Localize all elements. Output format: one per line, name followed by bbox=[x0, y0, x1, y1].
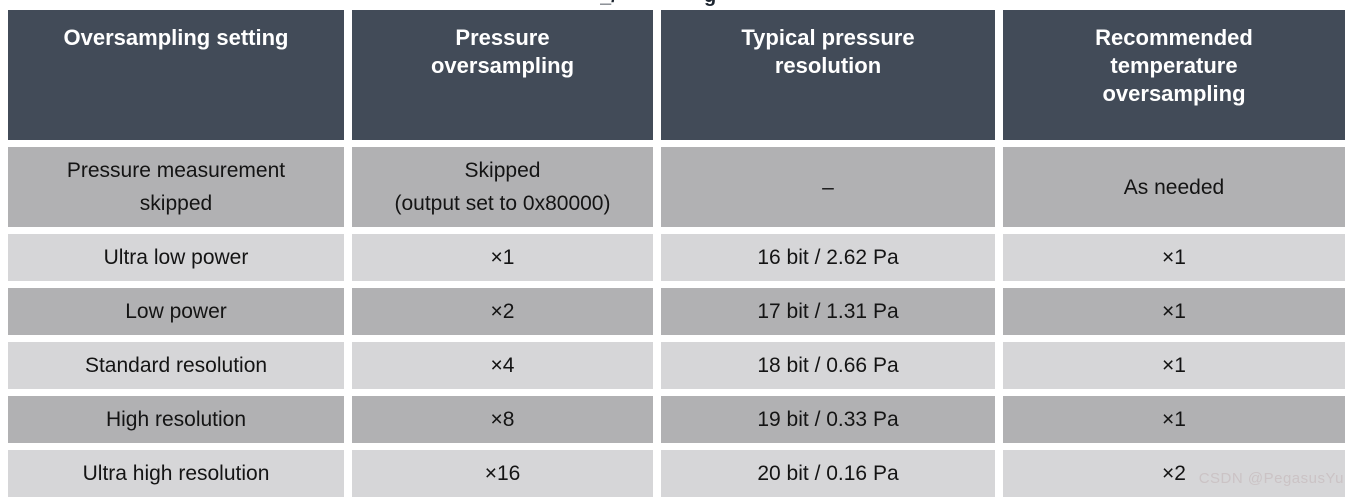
cropped-caption-fragment: g bbox=[704, 0, 720, 8]
table-cell: ×8 bbox=[352, 396, 653, 443]
table-cell: ×1 bbox=[1003, 396, 1345, 443]
csdn-watermark: CSDN @PegasusYu bbox=[1198, 470, 1344, 487]
table-cell: 20 bit / 0.16 Pa bbox=[661, 450, 995, 497]
oversampling-settings-table: Oversampling setting Pressure oversampli… bbox=[8, 10, 1345, 497]
table-cell: ×16 bbox=[352, 450, 653, 497]
table-cell: Ultra high resolution bbox=[8, 450, 344, 497]
table-cell: ×1 bbox=[1003, 288, 1345, 335]
table-cell: ×4 bbox=[352, 342, 653, 389]
table-cell: High resolution bbox=[8, 396, 344, 443]
table-cell: 17 bit / 1.31 Pa bbox=[661, 288, 995, 335]
cropped-caption-fragment: _/ bbox=[600, 0, 630, 8]
table-cell: Pressure measurement skipped bbox=[8, 147, 344, 227]
table-cell: – bbox=[661, 147, 995, 227]
table-cell: As needed bbox=[1003, 147, 1345, 227]
table-cell: ×2 bbox=[352, 288, 653, 335]
table-cell: Skipped (output set to 0x80000) bbox=[352, 147, 653, 227]
table-cell: 18 bit / 0.66 Pa bbox=[661, 342, 995, 389]
table-cell: ×2 bbox=[1003, 450, 1345, 497]
column-header-oversampling-setting: Oversampling setting bbox=[8, 10, 344, 140]
table-cell: 16 bit / 2.62 Pa bbox=[661, 234, 995, 281]
cropped-caption-fragment-text: g bbox=[704, 0, 720, 8]
table-cell: Standard resolution bbox=[8, 342, 344, 389]
column-header-typical-pressure-resolution: Typical pressure resolution bbox=[661, 10, 995, 140]
table-cell: Low power bbox=[8, 288, 344, 335]
table-cell: ×1 bbox=[352, 234, 653, 281]
table-cell: 19 bit / 0.33 Pa bbox=[661, 396, 995, 443]
column-header-recommended-temperature-oversampling: Recommended temperature oversampling bbox=[1003, 10, 1345, 140]
table-cell: Ultra low power bbox=[8, 234, 344, 281]
cropped-caption-fragment-text: _/ bbox=[600, 0, 630, 8]
table-cell: ×1 bbox=[1003, 342, 1345, 389]
table-cell: ×1 bbox=[1003, 234, 1345, 281]
column-header-pressure-oversampling: Pressure oversampling bbox=[352, 10, 653, 140]
